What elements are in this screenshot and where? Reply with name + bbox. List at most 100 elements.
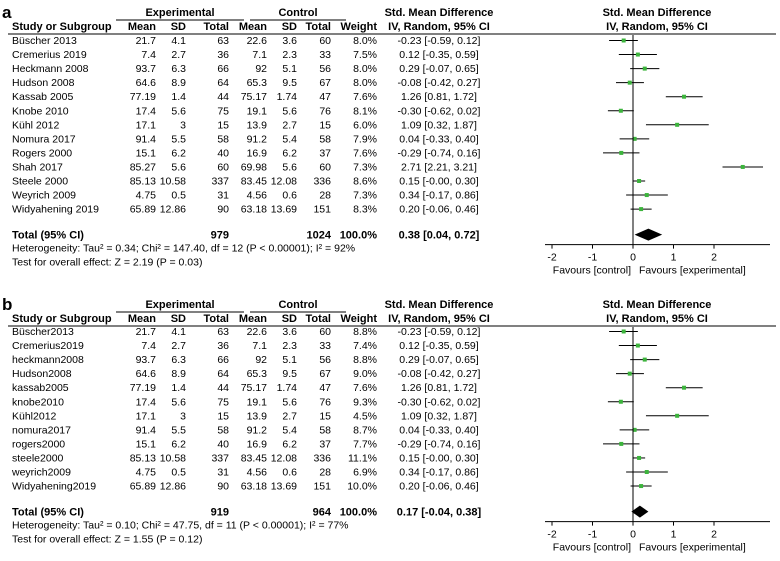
favours-control: Favours [control] bbox=[553, 542, 631, 554]
exp-mean: 15.1 bbox=[136, 438, 157, 450]
ctl-sd: 1.74 bbox=[277, 382, 298, 394]
exp-mean: 91.4 bbox=[136, 424, 157, 436]
point-estimate bbox=[639, 484, 644, 489]
ctl-sd: 13.69 bbox=[271, 481, 297, 493]
study-row: Nomura 2017 91.4 5.5 58 91.2 5.4 58 7.9% 0.04 [-… bbox=[12, 133, 650, 145]
header-total: Total bbox=[204, 21, 229, 33]
smd-ci: 0.12 [-0.35, 0.59] bbox=[399, 340, 478, 352]
exp-total: 31 bbox=[217, 467, 229, 479]
ctl-mean: 13.9 bbox=[247, 119, 268, 131]
smd-ci: 0.29 [-0.07, 0.65] bbox=[399, 354, 478, 366]
exp-total: 36 bbox=[217, 49, 229, 61]
study-name: Büscher 2013 bbox=[12, 35, 77, 47]
header-study: Study or Subgroup bbox=[12, 313, 112, 325]
exp-sd: 6.3 bbox=[171, 63, 186, 75]
point-estimate bbox=[682, 94, 687, 99]
point-estimate bbox=[637, 179, 642, 183]
favours-experimental: Favours [experimental] bbox=[639, 265, 746, 277]
ctl-sd: 1.74 bbox=[277, 91, 298, 103]
ctl-sd: 5.6 bbox=[282, 161, 297, 173]
ctl-mean: 75.17 bbox=[241, 382, 267, 394]
ctl-sd: 5.1 bbox=[282, 63, 297, 75]
exp-total: 63 bbox=[217, 35, 229, 47]
weight: 7.3% bbox=[353, 161, 377, 173]
exp-total: 63 bbox=[217, 326, 229, 338]
exp-mean: 7.4 bbox=[141, 49, 156, 61]
smd-ci: 1.09 [0.32, 1.87] bbox=[401, 119, 477, 131]
total-weight: 100.0% bbox=[340, 507, 378, 519]
point-estimate bbox=[632, 136, 637, 141]
point-estimate bbox=[619, 441, 624, 446]
total-row: Total (95% CI) 919 964 100.0% 0.17 [-0.04, 0… bbox=[12, 505, 649, 519]
ctl-total: 76 bbox=[319, 105, 331, 117]
exp-total: 337 bbox=[211, 176, 229, 188]
total-weight: 100.0% bbox=[340, 230, 378, 242]
total-label: Total (95% CI) bbox=[12, 507, 84, 519]
x-tick-label: -1 bbox=[588, 252, 597, 264]
exp-total: 66 bbox=[217, 63, 229, 75]
x-tick-label: 2 bbox=[711, 252, 717, 264]
study-name: Rogers 2000 bbox=[12, 147, 72, 159]
ctl-mean: 4.56 bbox=[247, 190, 268, 202]
weight: 7.6% bbox=[353, 91, 377, 103]
point-estimate bbox=[639, 207, 644, 212]
weight: 8.8% bbox=[353, 326, 377, 338]
ctl-mean: 91.2 bbox=[247, 133, 268, 145]
exp-total: 90 bbox=[217, 481, 229, 493]
smd-ci: 1.26 [0.81, 1.72] bbox=[401, 382, 477, 394]
point-estimate bbox=[644, 193, 649, 198]
smd-ci: 0.04 [-0.33, 0.40] bbox=[399, 424, 478, 436]
ctl-sd: 5.6 bbox=[282, 396, 297, 408]
exp-sd: 3 bbox=[180, 410, 186, 422]
ctl-mean: 92 bbox=[255, 63, 267, 75]
header-control: Control bbox=[278, 7, 317, 19]
header-total: Total bbox=[204, 313, 229, 325]
study-row: nomura2017 91.4 5.5 58 91.2 5.4 58 8.7% 0.04 [-0… bbox=[12, 424, 650, 436]
point-estimate bbox=[740, 164, 745, 169]
smd-ci: -0.29 [-0.74, 0.16] bbox=[398, 147, 481, 159]
exp-mean: 77.19 bbox=[130, 382, 156, 394]
exp-mean: 4.75 bbox=[136, 467, 157, 479]
smd-ci: 1.26 [0.81, 1.72] bbox=[401, 91, 477, 103]
study-name: Widyahening2019 bbox=[12, 481, 96, 493]
header-mean: Mean bbox=[128, 21, 156, 33]
ctl-sd: 5.4 bbox=[282, 424, 297, 436]
study-name: Knobe 2010 bbox=[12, 105, 69, 117]
study-row: rogers2000 15.1 6.2 40 16.9 6.2 37 7.7% -0.29 [-… bbox=[12, 438, 640, 450]
ctl-mean: 75.17 bbox=[241, 91, 267, 103]
exp-sd: 6.2 bbox=[171, 147, 186, 159]
exp-sd: 5.6 bbox=[171, 396, 186, 408]
weight: 7.6% bbox=[353, 382, 377, 394]
panel-label: b bbox=[2, 295, 12, 314]
overall-effect: Test for overall effect: Z = 1.55 (P = 0… bbox=[12, 534, 202, 546]
forest-panel-b: b Experimental Control Std. Mean Difference… bbox=[2, 295, 776, 554]
ctl-mean: 63.18 bbox=[241, 204, 267, 216]
ctl-sd: 6.2 bbox=[282, 147, 297, 159]
exp-sd: 4.1 bbox=[171, 35, 186, 47]
study-name: Cremerius2019 bbox=[12, 340, 84, 352]
ctl-total: 37 bbox=[319, 147, 331, 159]
exp-mean: 93.7 bbox=[136, 354, 157, 366]
exp-total: 40 bbox=[217, 147, 229, 159]
header-experimental: Experimental bbox=[145, 7, 214, 19]
header-method-left: IV, Random, 95% CI bbox=[388, 21, 490, 33]
ctl-mean: 7.1 bbox=[252, 49, 267, 61]
exp-sd: 0.5 bbox=[171, 190, 186, 202]
ctl-total: 33 bbox=[319, 49, 331, 61]
exp-mean: 17.4 bbox=[136, 396, 157, 408]
x-tick-label: 0 bbox=[630, 529, 636, 541]
study-row: Hudson2008 64.6 8.9 64 65.3 9.5 67 9.0% -0.08 [-… bbox=[12, 368, 644, 380]
smd-ci: 0.34 [-0.17, 0.86] bbox=[399, 467, 478, 479]
point-estimate bbox=[621, 329, 626, 334]
weight: 7.3% bbox=[353, 190, 377, 202]
exp-mean: 91.4 bbox=[136, 133, 157, 145]
study-name: Cremerius 2019 bbox=[12, 49, 87, 61]
ctl-sd: 9.5 bbox=[282, 77, 297, 89]
exp-sd: 1.4 bbox=[171, 382, 186, 394]
heterogeneity: Heterogeneity: Tau² = 0.34; Chi² = 147.4… bbox=[12, 243, 355, 255]
study-row: Heckmann 2008 93.7 6.3 66 92 5.1 56 8.0% 0.29 [-… bbox=[12, 63, 660, 75]
ctl-total: 58 bbox=[319, 424, 331, 436]
panel-label: a bbox=[2, 3, 12, 22]
ctl-sd: 2.7 bbox=[282, 410, 297, 422]
weight: 8.6% bbox=[353, 176, 377, 188]
